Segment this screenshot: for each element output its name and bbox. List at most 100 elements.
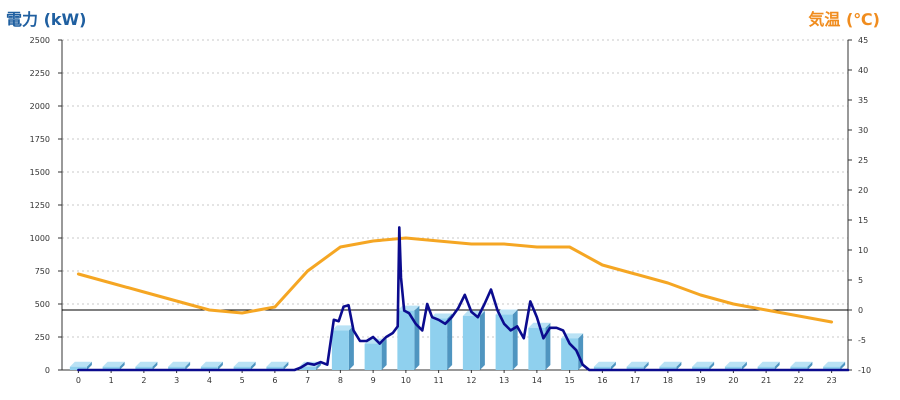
bar-front [757, 366, 775, 370]
bar [266, 361, 289, 370]
bar-front [266, 366, 284, 370]
temperature-line [76, 236, 834, 324]
bar [200, 361, 223, 370]
bar-front [430, 318, 448, 370]
bar-side [479, 310, 485, 370]
left-tick-label: 1000 [30, 234, 50, 243]
right-tick-label: -5 [858, 336, 866, 345]
power-line [77, 226, 850, 372]
bar [69, 361, 92, 370]
x-tick-label: 23 [827, 376, 837, 385]
right-tick-label: 25 [858, 156, 868, 165]
x-tick-label: 11 [434, 376, 444, 385]
left-tick-label: 0 [45, 366, 50, 375]
bar-top [724, 361, 747, 367]
bar-side [774, 361, 780, 370]
x-tick-label: 0 [76, 376, 81, 385]
bar-top [495, 309, 518, 315]
bar-side [741, 361, 747, 370]
bar-front [659, 366, 677, 370]
bar [462, 310, 485, 370]
x-tick-label: 5 [240, 376, 245, 385]
bar-top [135, 361, 158, 367]
bar-top [102, 361, 125, 367]
x-tick-label: 4 [207, 376, 212, 385]
bar-front [331, 330, 349, 370]
x-tick-label: 16 [597, 376, 607, 385]
bar-side [283, 361, 289, 370]
bar [102, 361, 125, 370]
right-tick-label: 35 [858, 96, 868, 105]
bar [626, 361, 649, 370]
right-tick-label: 45 [858, 36, 868, 45]
bar-front [233, 366, 251, 370]
x-tick-label: 13 [499, 376, 509, 385]
bar-front [692, 366, 710, 370]
x-tick-label: 22 [794, 376, 804, 385]
bar [790, 361, 813, 370]
x-tick-label: 18 [663, 376, 673, 385]
x-tick-label: 10 [401, 376, 411, 385]
right-tick-label: 0 [858, 306, 863, 315]
bar-side [840, 361, 846, 370]
bar-side [447, 313, 453, 370]
x-tick-label: 8 [338, 376, 343, 385]
bar-side [807, 361, 813, 370]
bar-side [512, 309, 518, 370]
bar-top [790, 361, 813, 367]
right-tick-label: 20 [858, 186, 868, 195]
right-tick-label: 10 [858, 246, 868, 255]
bar-top [233, 361, 256, 367]
bar-side [414, 305, 420, 370]
bar-front [200, 366, 218, 370]
bar-top [200, 361, 223, 367]
x-tick-label: 15 [565, 376, 575, 385]
bar [659, 361, 682, 370]
left-tick-label: 2500 [30, 36, 50, 45]
right-tick-label: 5 [858, 276, 863, 285]
x-tick-label: 2 [141, 376, 146, 385]
x-tick-label: 6 [272, 376, 277, 385]
bar-front [397, 310, 415, 370]
left-tick-label: 2250 [30, 69, 50, 78]
x-tick-label: 1 [109, 376, 114, 385]
bar-top [331, 325, 354, 331]
bar [823, 361, 846, 370]
bar-front [790, 366, 808, 370]
left-axis-title: 電力 (kW) [6, 10, 87, 29]
bar [757, 361, 780, 370]
bar-side [217, 361, 223, 370]
bar-top [659, 361, 682, 367]
bar-side [676, 361, 682, 370]
bar-side [610, 361, 616, 370]
bar-front [102, 366, 120, 370]
bar [724, 361, 747, 370]
bar-side [348, 325, 354, 370]
bar-side [185, 361, 191, 370]
bar-side [86, 361, 92, 370]
bar-front [724, 366, 742, 370]
bar-front [299, 366, 317, 370]
bar-top [168, 361, 191, 367]
bar-top [626, 361, 649, 367]
bar [528, 322, 551, 370]
bar-side [250, 361, 256, 370]
bar-front [593, 366, 611, 370]
bar-side [381, 338, 387, 370]
x-tick-label: 20 [728, 376, 738, 385]
bar [364, 338, 387, 370]
bar-front [626, 366, 644, 370]
bar [397, 305, 420, 370]
x-tick-label: 9 [371, 376, 376, 385]
bar [135, 361, 158, 370]
bar-side [709, 361, 715, 370]
bar-front [462, 315, 480, 370]
bar-top [69, 361, 92, 367]
left-tick-label: 2000 [30, 102, 50, 111]
bar-side [643, 361, 649, 370]
bar-top [823, 361, 846, 367]
bar-top [757, 361, 780, 367]
bar-front [823, 366, 841, 370]
right-axis-title: 気温 (℃) [808, 10, 880, 29]
